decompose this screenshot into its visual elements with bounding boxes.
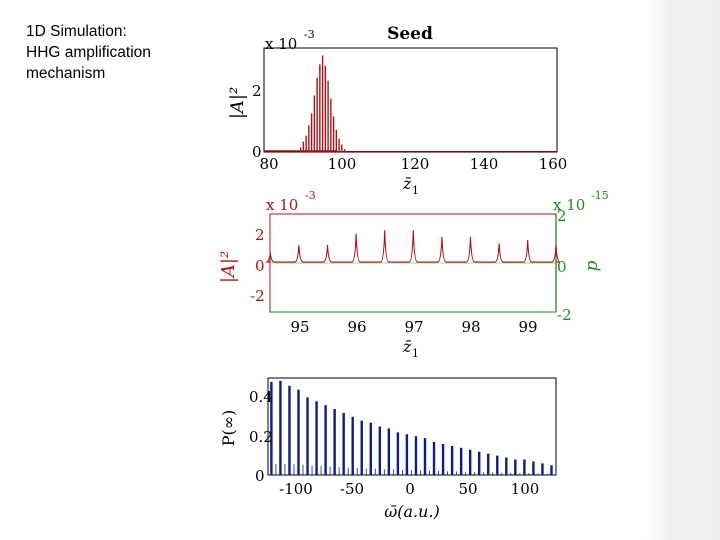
spectrum-ytick-0: 0 [255, 467, 265, 485]
spectrum-plot-frame [267, 377, 557, 476]
spectrum-ylabel: P(∞) [219, 410, 238, 447]
pulse-ylabel: |A|² [218, 251, 239, 283]
pulse-scale-prefix: x 10 [266, 196, 298, 214]
spectrum-chart: P(∞) 0.4 0.2 0 -100 -50 0 50 100 ω̄(a.u.… [219, 377, 557, 521]
seed-plot-frame [263, 47, 558, 153]
spectrum-series [270, 380, 557, 475]
spectrum-xtick-100: 100 [511, 480, 540, 498]
pulse-right-scale-prefix: x 10 [553, 196, 585, 214]
spectrum-xtick-0: 0 [405, 480, 415, 498]
seed-xlabel-sub: 1 [412, 184, 419, 197]
pulse-ytick-0: 0 [255, 257, 265, 275]
pulse-right-ytick-2: 2 [557, 207, 567, 225]
caption-line-3: mechanism [26, 65, 106, 82]
seed-xtick-140: 140 [470, 155, 499, 173]
pulse-series [266, 230, 561, 264]
spectrum-xlabel: ω̄(a.u.) [384, 502, 440, 521]
spectrum-xtick-50: 50 [458, 480, 477, 498]
spectrum-ytick-04: 0.4 [249, 388, 273, 406]
seed-scale-prefix: x 10 [265, 35, 297, 53]
seed-scale-exp: -3 [304, 28, 315, 41]
pulse-xlabel: z̄ [402, 337, 412, 356]
spectrum-ytick-02: 0.2 [249, 428, 273, 446]
pulse-xtick-95: 95 [290, 318, 309, 336]
pulse-chart: x 10 -3 x 10 -15 |A|² p 2 0 -2 2 0 -2 95… [218, 189, 609, 360]
seed-xtick-80: 80 [259, 155, 278, 173]
seed-xlabel: z̄ [402, 174, 412, 193]
seed-xtick-160: 160 [539, 155, 568, 173]
pulse-xtick-99: 99 [518, 318, 537, 336]
seed-series [264, 55, 557, 152]
pulse-right-scale-exp: -15 [591, 189, 609, 202]
pulse-ytick-neg2: -2 [250, 287, 265, 305]
pulse-xtick-96: 96 [347, 318, 366, 336]
slide-caption: 1D Simulation: HHG amplification mechani… [26, 21, 216, 84]
pulse-line [266, 230, 561, 263]
spectrum-xtick-neg100: -100 [279, 480, 313, 498]
caption-line-2: HHG amplification [26, 44, 151, 61]
seed-xtick-100: 100 [328, 155, 357, 173]
seed-ytick-2: 2 [252, 82, 262, 100]
seed-xtick-120: 120 [401, 155, 430, 173]
pulse-ylabel-right: p [582, 260, 602, 271]
spectrum-xtick-neg50: -50 [340, 480, 364, 498]
slide-edge-shade [646, 0, 720, 540]
seed-ytick-0: 0 [252, 143, 262, 161]
seed-chart: Seed x 10 -3 |A|² 2 0 80 100 120 140 160… [227, 24, 567, 197]
pulse-ytick-2: 2 [255, 226, 265, 244]
caption-line-1: 1D Simulation: [26, 23, 127, 40]
seed-ylabel: |A|² [227, 87, 248, 119]
pulse-right-ytick-0: 0 [557, 258, 567, 276]
pulse-right-ytick-neg2: -2 [557, 306, 572, 324]
seed-title: Seed [387, 24, 433, 44]
pulse-scale-exp: -3 [305, 189, 316, 202]
pulse-xtick-97: 97 [404, 318, 423, 336]
pulse-xtick-98: 98 [461, 318, 480, 336]
pulse-xlabel-sub: 1 [412, 347, 419, 360]
